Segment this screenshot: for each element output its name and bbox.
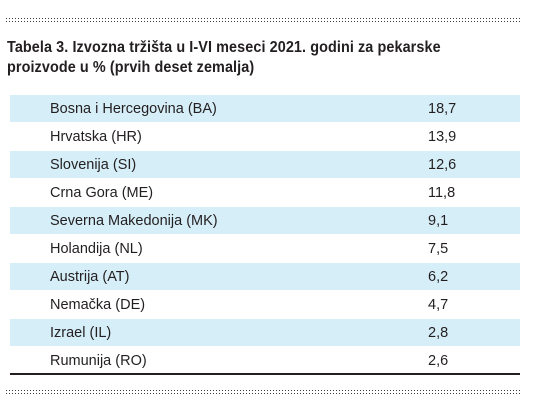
country-cell: Hrvatska (HR): [50, 128, 142, 145]
bottom-dotted-border: [6, 390, 520, 394]
table-row: Crna Gora (ME) 11,8: [10, 179, 520, 206]
export-markets-table: Bosna i Hercegovina (BA) 18,7 Hrvatska (…: [10, 95, 520, 374]
country-cell: Bosna i Hercegovina (BA): [50, 100, 217, 117]
top-dotted-border: [6, 18, 520, 22]
country-cell: Austrija (AT): [50, 268, 130, 285]
value-cell: 9,1: [428, 212, 449, 229]
value-cell: 6,2: [428, 268, 449, 285]
table-row: Hrvatska (HR) 13,9: [10, 123, 520, 150]
value-cell: 4,7: [428, 296, 449, 313]
table-row: Bosna i Hercegovina (BA) 18,7: [10, 95, 520, 122]
table-row: Slovenija (SI) 12,6: [10, 151, 520, 178]
table-bottom-rule: [10, 373, 520, 375]
country-cell: Rumunija (RO): [50, 352, 147, 369]
value-cell: 11,8: [428, 184, 456, 201]
country-cell: Nemačka (DE): [50, 296, 146, 313]
value-cell: 2,6: [428, 352, 449, 369]
country-cell: Crna Gora (ME): [50, 184, 154, 201]
table-row: Austrija (AT) 6,2: [10, 263, 520, 290]
country-cell: Holandija (NL): [50, 240, 143, 257]
table-row: Izrael (IL) 2,8: [10, 319, 520, 346]
country-cell: Severna Makedonija (MK): [50, 212, 218, 229]
value-cell: 7,5: [428, 240, 449, 257]
table-row: Severna Makedonija (MK) 9,1: [10, 207, 520, 234]
value-cell: 18,7: [428, 100, 457, 117]
value-cell: 13,9: [428, 128, 457, 145]
country-cell: Izrael (IL): [50, 324, 112, 341]
table-row: Rumunija (RO) 2,6: [10, 347, 520, 374]
table-caption: Tabela 3. Izvozna tržišta u I-VI meseci …: [7, 39, 441, 76]
value-cell: 12,6: [428, 156, 457, 173]
country-cell: Slovenija (SI): [50, 156, 137, 173]
value-cell: 2,8: [428, 324, 449, 341]
table-row: Holandija (NL) 7,5: [10, 235, 520, 262]
table-row: Nemačka (DE) 4,7: [10, 291, 520, 318]
